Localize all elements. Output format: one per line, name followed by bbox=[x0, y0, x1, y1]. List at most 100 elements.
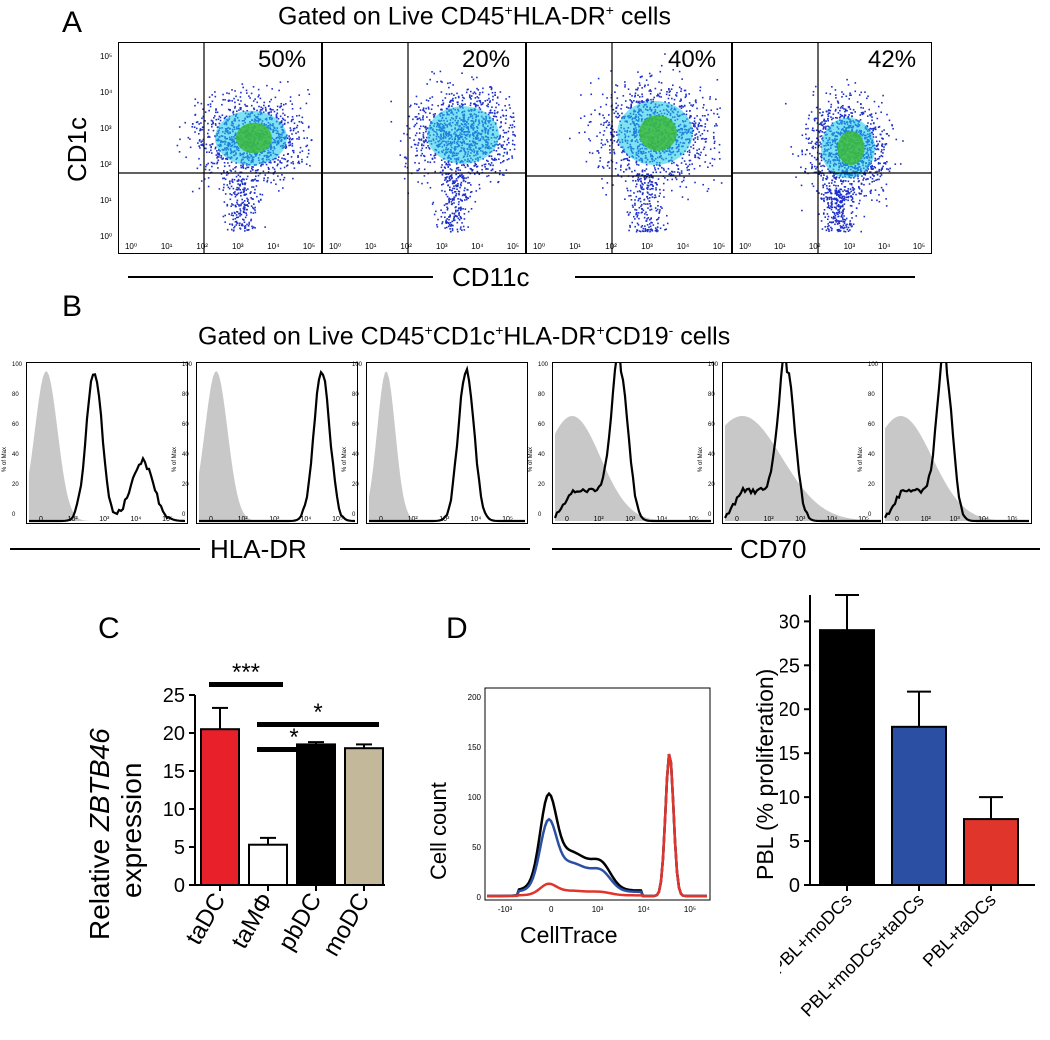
density-dot bbox=[501, 109, 504, 112]
density-dot bbox=[449, 99, 452, 102]
density-dot bbox=[230, 170, 233, 172]
density-dot bbox=[514, 135, 517, 137]
density-dot bbox=[458, 214, 460, 216]
density-dot bbox=[628, 167, 631, 170]
density-dot bbox=[694, 122, 697, 124]
density-dot bbox=[268, 111, 271, 114]
density-dot bbox=[651, 229, 654, 232]
density-dot bbox=[299, 146, 302, 149]
density-dot bbox=[650, 208, 653, 211]
density-dot bbox=[599, 156, 602, 159]
density-dot bbox=[241, 83, 244, 85]
density-dot bbox=[422, 137, 425, 139]
density-high bbox=[236, 122, 272, 154]
density-dot bbox=[668, 94, 671, 97]
density-dot bbox=[459, 228, 462, 230]
density-dot bbox=[608, 161, 610, 163]
density-dot bbox=[601, 178, 603, 180]
density-dot bbox=[457, 166, 460, 169]
density-dot bbox=[568, 137, 571, 140]
density-dot bbox=[652, 171, 655, 174]
density-dot bbox=[657, 218, 659, 220]
panel-a-y-label: CD1c bbox=[62, 116, 92, 182]
density-dot bbox=[456, 188, 458, 191]
density-dot bbox=[618, 114, 621, 117]
density-dot bbox=[462, 208, 464, 210]
density-dot bbox=[427, 145, 429, 147]
density-dot bbox=[274, 96, 277, 99]
density-dot bbox=[859, 193, 861, 195]
x-tick-label: 10⁴ bbox=[677, 242, 690, 251]
density-dot bbox=[441, 189, 443, 192]
density-dot bbox=[426, 116, 428, 118]
density-dot bbox=[842, 93, 845, 96]
density-dot bbox=[493, 115, 496, 118]
density-dot bbox=[233, 193, 236, 195]
density-dot bbox=[274, 170, 276, 173]
density-dot bbox=[860, 111, 863, 114]
density-dot bbox=[600, 142, 603, 145]
density-dot bbox=[211, 125, 213, 128]
density-dot bbox=[279, 106, 281, 109]
density-dot bbox=[239, 204, 242, 207]
density-dot bbox=[814, 85, 817, 88]
density-dot bbox=[602, 144, 604, 146]
density-dot bbox=[664, 101, 666, 103]
density-dot bbox=[888, 119, 891, 122]
density-dot bbox=[292, 149, 295, 152]
density-dot bbox=[440, 103, 443, 106]
density-dot bbox=[246, 223, 248, 226]
density-dot bbox=[269, 108, 272, 111]
density-dot bbox=[455, 163, 458, 165]
density-dot bbox=[440, 215, 443, 218]
density-dot bbox=[279, 115, 282, 118]
density-dot bbox=[453, 197, 455, 200]
density-dot bbox=[868, 108, 871, 111]
density-dot bbox=[636, 163, 638, 166]
density-dot bbox=[645, 176, 648, 179]
density-dot bbox=[847, 180, 850, 183]
density-dot bbox=[839, 207, 842, 210]
density-dot bbox=[462, 163, 465, 166]
density-dot bbox=[712, 131, 715, 134]
density-dot bbox=[289, 100, 292, 102]
density-dot bbox=[234, 170, 237, 173]
density-dot bbox=[236, 180, 239, 182]
density-dot bbox=[486, 99, 489, 102]
density-dot bbox=[615, 84, 617, 86]
density-dot bbox=[609, 131, 612, 134]
density-dot bbox=[482, 87, 484, 90]
density-dot bbox=[250, 104, 253, 107]
density-dot bbox=[711, 164, 714, 167]
density-dot bbox=[842, 220, 845, 223]
density-dot bbox=[445, 163, 447, 166]
density-dot bbox=[643, 85, 646, 88]
density-dot bbox=[636, 216, 639, 218]
density-dot bbox=[822, 127, 825, 129]
density-dot bbox=[644, 213, 646, 215]
density-dot bbox=[462, 193, 465, 196]
density-dot bbox=[699, 86, 702, 89]
density-dot bbox=[291, 133, 293, 135]
density-dot bbox=[616, 85, 619, 87]
density-dot bbox=[291, 137, 294, 140]
density-dot bbox=[605, 103, 608, 106]
density-dot bbox=[580, 117, 582, 120]
density-dot bbox=[679, 185, 682, 188]
density-dot bbox=[451, 212, 454, 215]
density-dot bbox=[208, 169, 211, 171]
density-dot bbox=[198, 157, 200, 160]
density-dot bbox=[423, 141, 425, 144]
density-dot bbox=[419, 109, 422, 111]
density-dot bbox=[476, 76, 478, 79]
density-dot bbox=[616, 141, 618, 143]
density-dot bbox=[282, 154, 285, 156]
density-dot bbox=[217, 167, 219, 169]
density-dot bbox=[241, 179, 243, 181]
density-dot bbox=[840, 182, 843, 185]
density-dot bbox=[664, 177, 666, 179]
density-dot bbox=[210, 149, 212, 152]
density-dot bbox=[440, 108, 442, 111]
density-dot bbox=[615, 162, 618, 164]
density-dot bbox=[404, 156, 407, 159]
